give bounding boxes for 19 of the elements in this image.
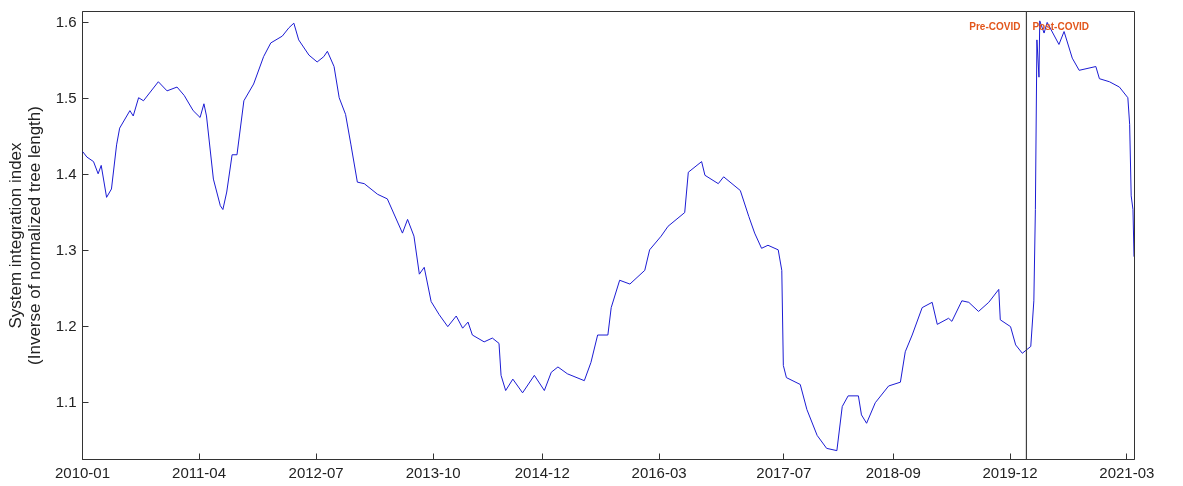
- annotation: Pre-COVID: [969, 21, 1021, 32]
- y-tick-label: 1.6: [55, 13, 77, 31]
- y-tick-label: 1.1: [55, 393, 77, 411]
- line-series: [82, 20, 1134, 452]
- x-tick-label: 2018-09: [865, 463, 921, 481]
- x-tick-label: 2017-07: [756, 463, 812, 481]
- x-tick-label: 2016-03: [631, 463, 687, 481]
- y-tick-label: 1.5: [55, 89, 77, 107]
- x-tick-label: 2010-01: [54, 463, 111, 481]
- y-tick-label: 1.4: [55, 165, 77, 183]
- y-axis-title: System integration index (Inverse of normalized tree length): [5, 106, 44, 365]
- x-tick-label: 2012-07: [288, 463, 344, 481]
- x-tick-label: 2014-12: [514, 463, 570, 481]
- x-tick-label: 2019-12: [982, 463, 1038, 481]
- x-tick-label: 2013-10: [405, 463, 461, 481]
- y-tick-label: 1.3: [55, 241, 77, 259]
- x-tick-label: 2021-03: [1099, 463, 1155, 481]
- y-tick-label: 1.2: [55, 317, 77, 335]
- x-tick-label: 2011-04: [172, 463, 227, 481]
